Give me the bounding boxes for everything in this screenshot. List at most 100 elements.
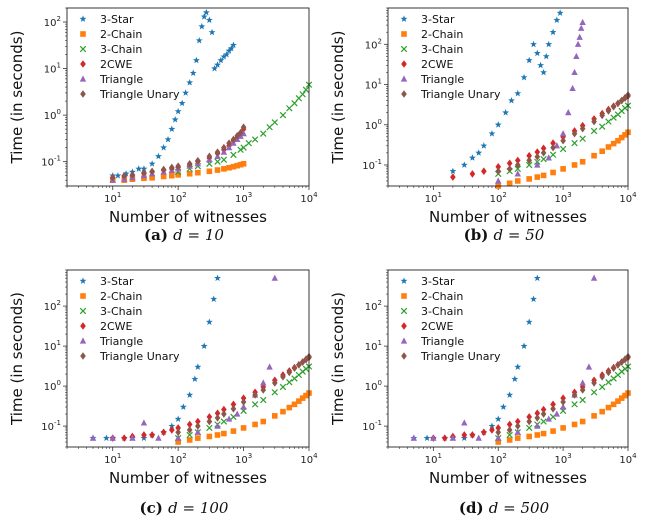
data-point (605, 118, 612, 125)
data-point (169, 426, 175, 434)
data-point (186, 437, 193, 443)
legend-marker (401, 322, 407, 330)
data-point (599, 408, 605, 415)
data-point (217, 56, 225, 64)
data-point (214, 148, 221, 156)
data-point (508, 96, 515, 104)
data-point (252, 421, 258, 428)
data-point (266, 363, 273, 370)
data-point (449, 434, 457, 441)
data-point (186, 78, 194, 86)
data-point (540, 430, 547, 437)
data-point (475, 149, 483, 156)
x-tick-label: 104 (619, 191, 637, 205)
chart-panel-c: 101 102 103 10410-11001011023-Star2-Chain3-… (8, 269, 318, 517)
data-point (525, 424, 533, 432)
data-point (191, 375, 199, 382)
data-point (240, 160, 247, 167)
y-tick-label: 101 (365, 78, 382, 92)
data-point (260, 386, 267, 394)
legend: 3-Star 2-Chain 3-Chain 2CWE Triangle Triangle… (79, 13, 180, 101)
data-point (590, 389, 598, 396)
data-point (141, 168, 147, 177)
data-point (615, 398, 621, 404)
data-point (579, 18, 586, 26)
data-point (525, 318, 533, 325)
data-point (615, 361, 621, 369)
data-point (299, 91, 306, 98)
data-point (514, 435, 521, 441)
y-tick-label: 101 (365, 339, 382, 353)
data-point (221, 166, 227, 172)
data-point (610, 140, 617, 147)
data-point (237, 128, 244, 137)
data-point (514, 178, 521, 184)
data-point (291, 364, 298, 373)
data-point (194, 363, 202, 370)
data-point (481, 428, 487, 437)
legend-label: 2-Chain (100, 28, 142, 41)
data-point (208, 28, 216, 36)
data-point (223, 50, 231, 58)
data-point (148, 160, 156, 167)
data-point (560, 425, 566, 431)
data-point (560, 136, 566, 145)
data-point (286, 378, 293, 386)
data-point (579, 418, 586, 425)
data-point (545, 40, 553, 48)
data-point (469, 170, 476, 178)
legend-marker (401, 90, 407, 98)
legend-marker (400, 277, 408, 284)
plot-frame (66, 269, 310, 448)
data-point (514, 422, 521, 430)
data-point (579, 135, 586, 142)
data-point (534, 174, 541, 180)
legend-label: Triangle Unary (420, 350, 501, 363)
data-point (530, 295, 537, 302)
data-point (149, 167, 155, 176)
legend: 3-Star 2-Chain 3-Chain 2CWE Triangle Triangle… (400, 275, 501, 363)
series-triangle-unary (495, 91, 631, 176)
data-point (174, 107, 182, 115)
data-point (234, 410, 241, 417)
legend-marker (79, 75, 87, 82)
data-point (230, 400, 237, 409)
legend-marker (401, 352, 407, 360)
data-point (240, 144, 247, 151)
data-point (530, 40, 537, 48)
data-point (550, 428, 556, 434)
data-point (565, 109, 572, 116)
data-point (271, 389, 279, 396)
legend-marker (80, 60, 86, 68)
data-point (605, 107, 612, 115)
data-point (186, 391, 194, 398)
y-axis-label: Time (in seconds) (8, 31, 26, 165)
x-axis-label: Number of witnesses (109, 469, 267, 487)
data-point (230, 405, 237, 413)
data-point (495, 434, 502, 441)
data-point (622, 132, 628, 138)
data-point (610, 364, 617, 373)
data-point (615, 99, 621, 108)
data-point (271, 274, 278, 281)
data-point (195, 422, 201, 430)
y-tick-label: 101 (44, 339, 61, 353)
data-point (560, 166, 566, 172)
data-point (175, 439, 181, 445)
y-tick-label: 102 (44, 299, 61, 313)
data-point (227, 44, 235, 52)
data-point (545, 154, 552, 161)
data-point (186, 420, 193, 429)
data-point (221, 410, 227, 418)
data-point (537, 61, 545, 69)
data-point (237, 161, 244, 168)
data-point (214, 414, 221, 422)
data-point (540, 172, 547, 179)
legend-label: 3-Chain (100, 43, 142, 56)
data-point (226, 164, 232, 171)
data-point (214, 158, 221, 165)
data-point (260, 396, 267, 404)
data-point (550, 143, 556, 152)
legend-label: 2-Chain (421, 28, 463, 41)
